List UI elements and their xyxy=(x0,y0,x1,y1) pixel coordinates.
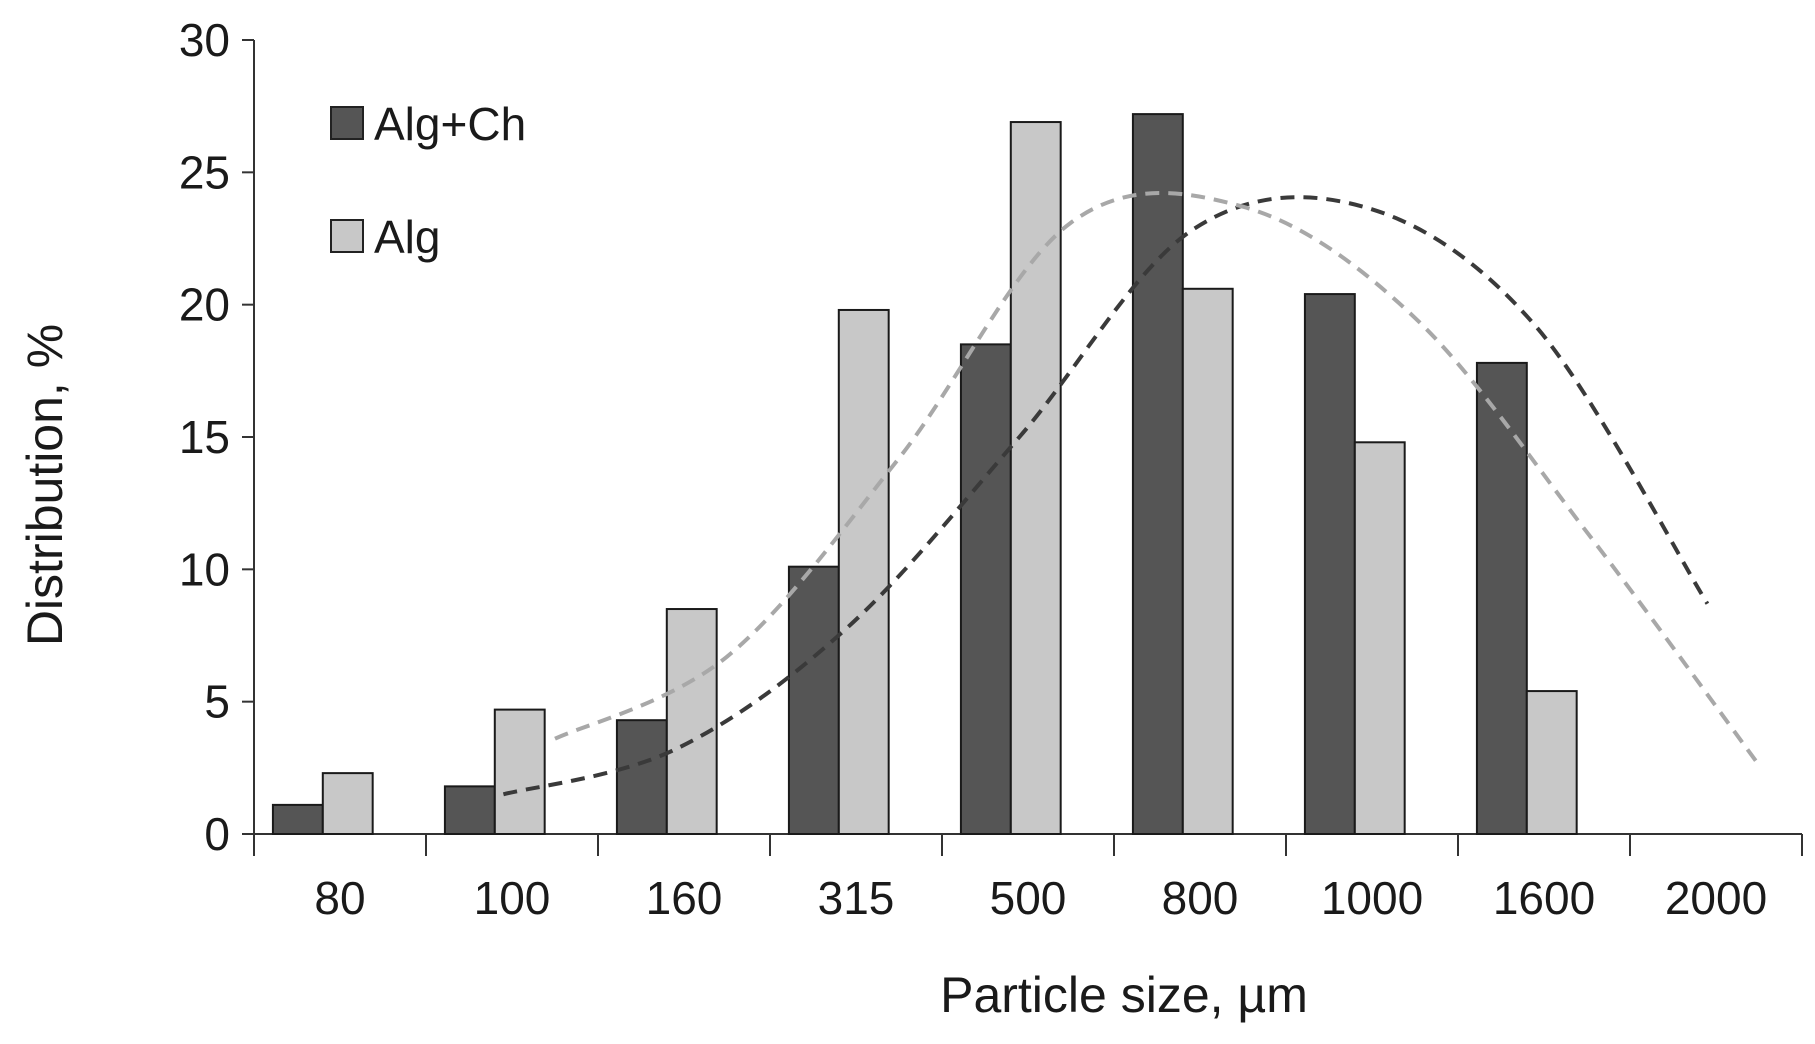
y-axis-title: Distribution, % xyxy=(17,324,73,646)
y-tick-label: 0 xyxy=(204,808,230,860)
bar-alg-ch-80 xyxy=(271,803,324,835)
bar-alg-ch-800 xyxy=(1131,113,1184,835)
legend-label-alg: Alg xyxy=(374,211,440,263)
x-tick-label: 1000 xyxy=(1321,872,1423,924)
legend: Alg+Ch Alg xyxy=(330,98,526,263)
bar-alg-ch-315 xyxy=(787,565,840,835)
x-tick-label: 100 xyxy=(474,872,551,924)
bars xyxy=(271,113,1578,836)
bar-alg-ch-1000 xyxy=(1303,293,1356,835)
y-tick-label: 10 xyxy=(179,543,230,595)
trendline-alg-ch xyxy=(502,195,1710,797)
bar-alg-100 xyxy=(493,708,546,836)
x-axis-title: Particle size, µm xyxy=(940,967,1308,1023)
bar-alg-ch-100 xyxy=(443,785,496,835)
trend-lines xyxy=(502,191,1761,797)
bar-alg-315 xyxy=(837,308,890,835)
x-tick-label: 2000 xyxy=(1665,872,1767,924)
bar-alg-80 xyxy=(321,772,374,835)
legend-label-alg-ch: Alg+Ch xyxy=(374,98,526,150)
x-tick-label: 160 xyxy=(646,872,723,924)
tick-labels: 0 5 10 15 20 25 30 80 100 160 315 500 800 1000 1600 200… xyxy=(179,14,1767,924)
x-tick-label: 80 xyxy=(314,872,365,924)
bar-alg-500 xyxy=(1009,121,1062,835)
trendline-alg xyxy=(554,191,1761,767)
y-tick-label: 25 xyxy=(179,146,230,198)
bar-alg-ch-160 xyxy=(615,719,668,836)
bar-alg-1600 xyxy=(1525,690,1578,836)
y-tick-label: 5 xyxy=(204,676,230,728)
bar-alg-1000 xyxy=(1353,441,1406,835)
bar-alg-ch-500 xyxy=(959,343,1012,835)
y-tick-label: 30 xyxy=(179,14,230,66)
y-tick-label: 15 xyxy=(179,411,230,463)
y-tick-label: 20 xyxy=(179,279,230,331)
bar-alg-ch-1600 xyxy=(1475,361,1528,835)
x-tick-label: 315 xyxy=(818,872,895,924)
x-tick-label: 500 xyxy=(990,872,1067,924)
x-tick-label: 1600 xyxy=(1493,872,1595,924)
x-tick-label: 800 xyxy=(1162,872,1239,924)
legend-swatch-alg-ch xyxy=(330,106,364,140)
legend-swatch-alg xyxy=(330,219,364,253)
bar-alg-800 xyxy=(1181,287,1234,835)
bar-alg-160 xyxy=(665,608,718,835)
